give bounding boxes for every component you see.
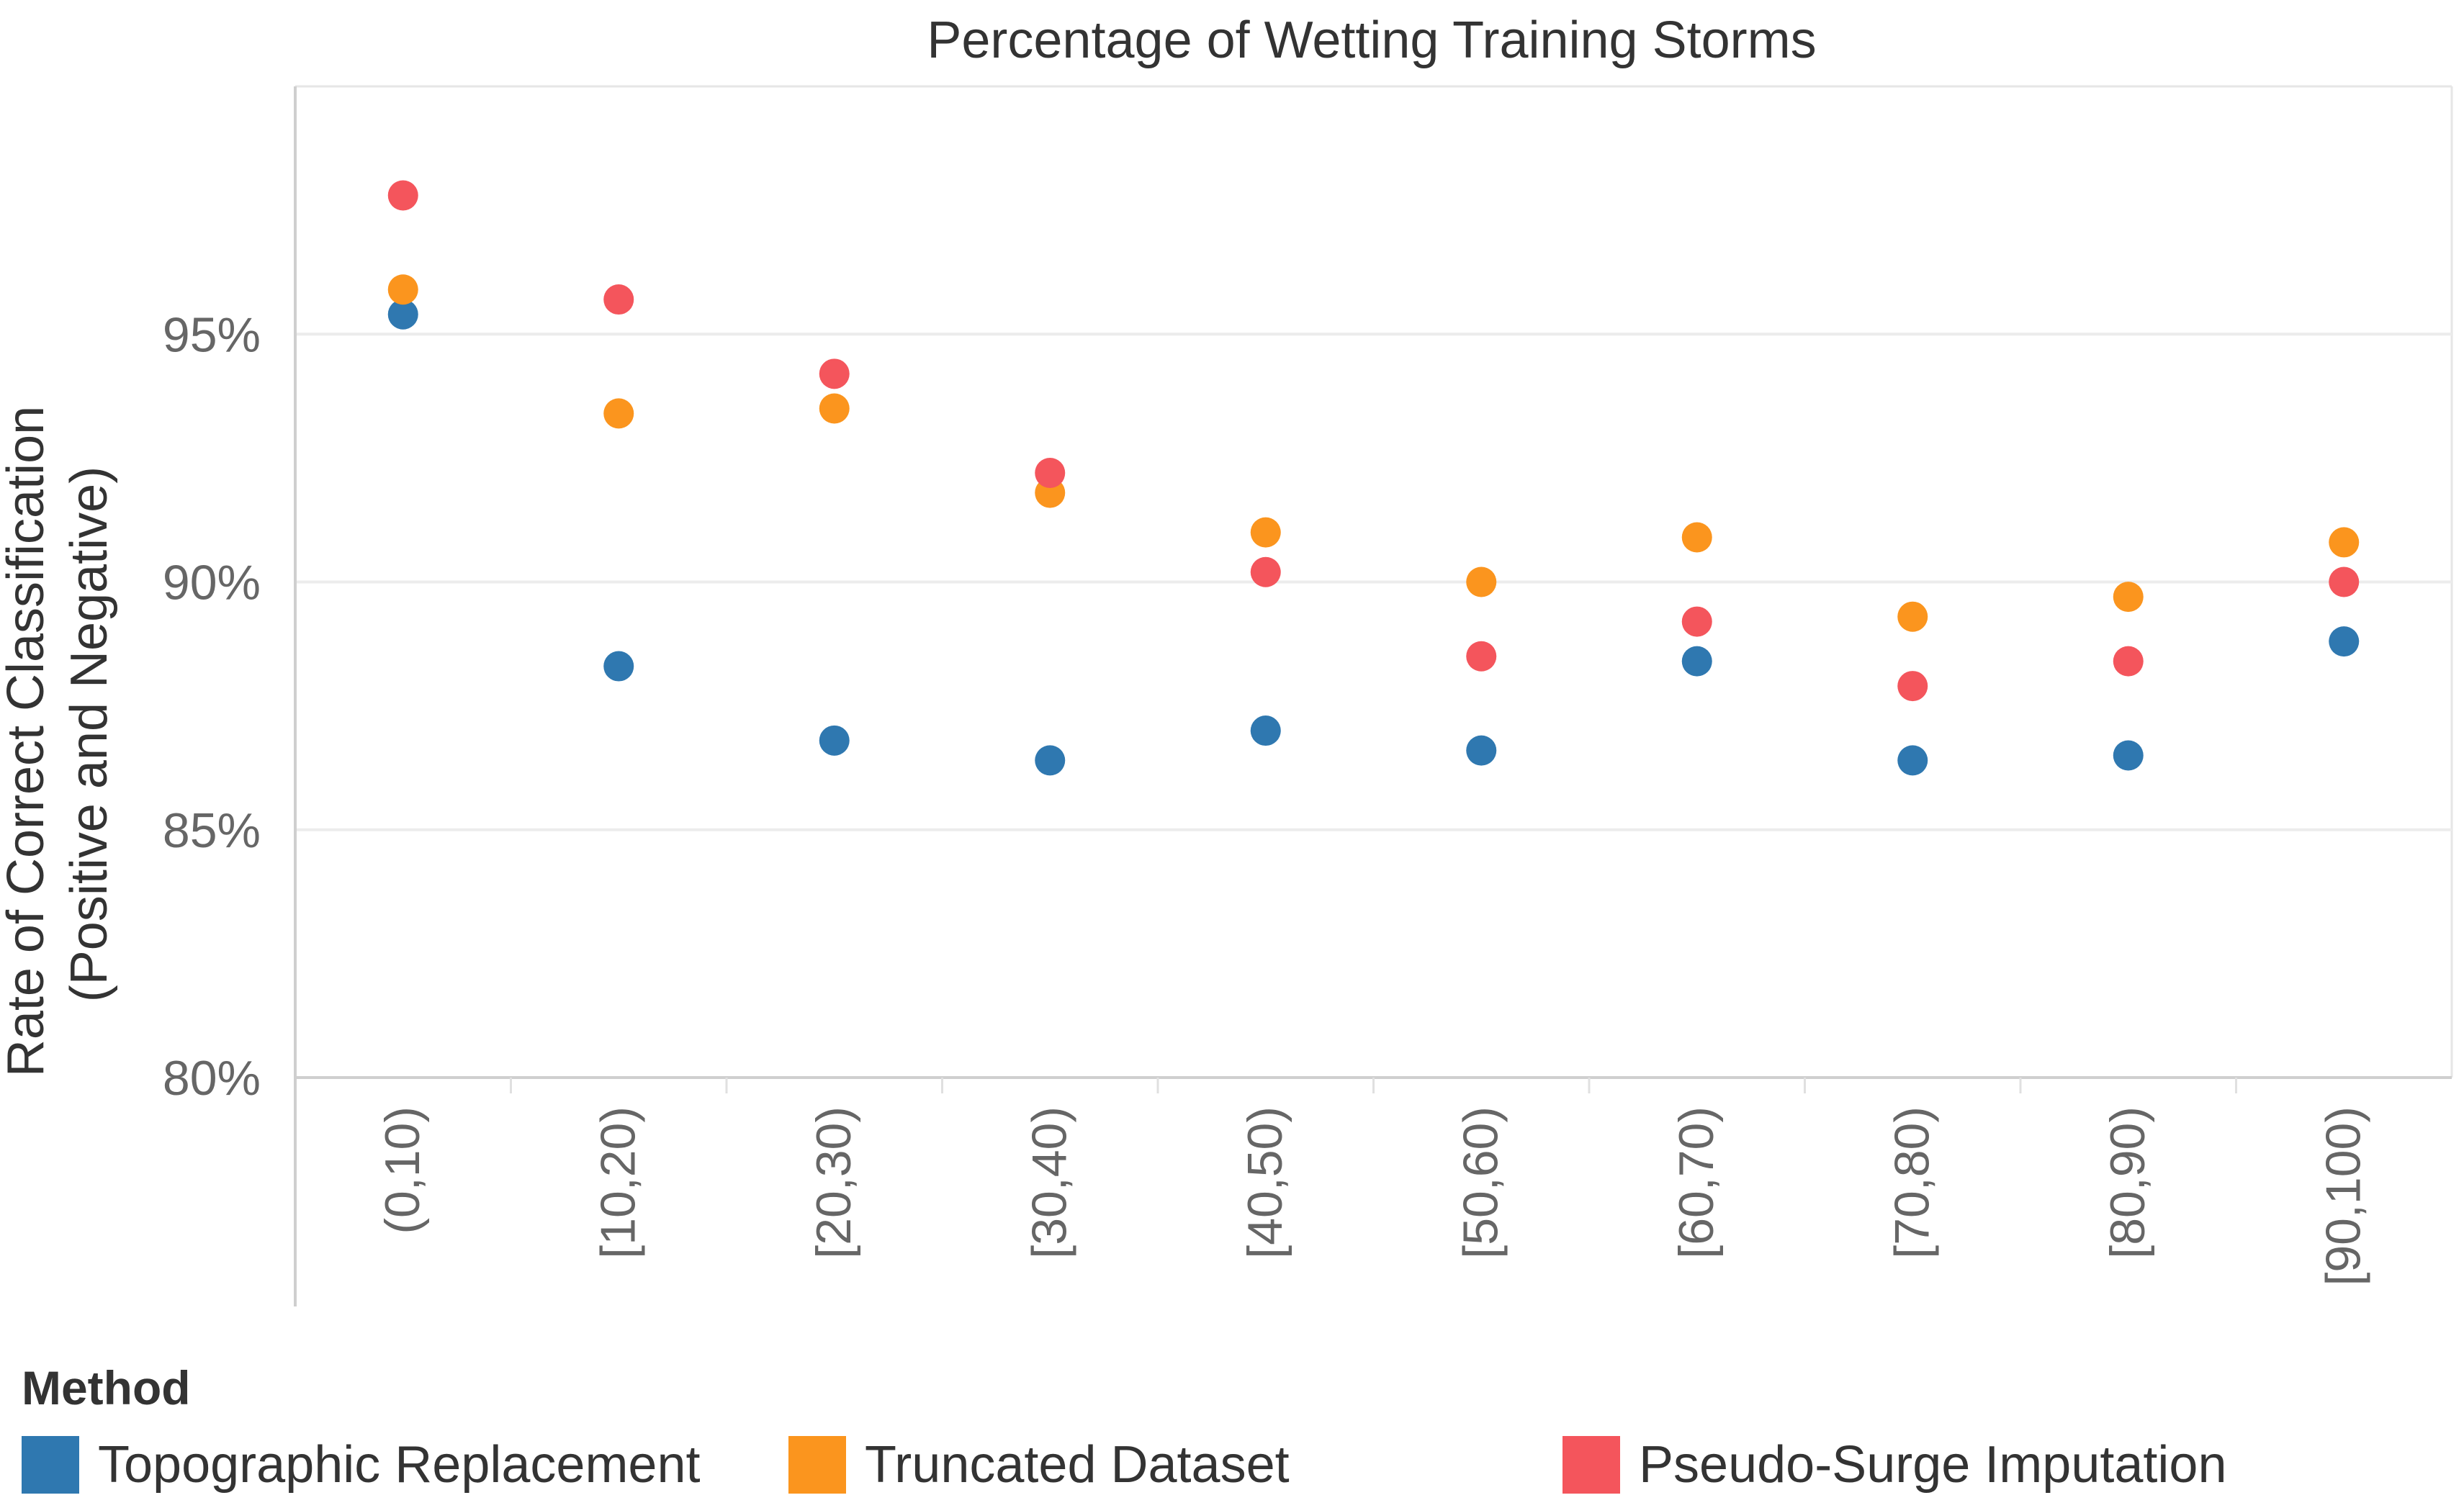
x-tick-label: [30,40) — [1022, 1106, 1076, 1259]
x-tick-label: [70,80) — [1884, 1106, 1939, 1259]
point-topographic-replacement-9 — [2329, 626, 2360, 657]
point-truncated-dataset-6 — [1681, 522, 1712, 553]
point-pseudo-surge-imputation-3 — [1035, 458, 1066, 489]
y-axis-label-line-1: Rate of Correct Classification — [0, 406, 55, 1077]
data-points — [387, 180, 2360, 776]
point-topographic-replacement-6 — [1681, 646, 1712, 677]
point-pseudo-surge-imputation-6 — [1681, 606, 1712, 637]
legend: Method Topographic Replacement Truncated… — [22, 1360, 2441, 1504]
point-pseudo-surge-imputation-2 — [819, 358, 850, 389]
point-pseudo-surge-imputation-1 — [603, 284, 634, 315]
x-tick-label: [50,60) — [1453, 1106, 1508, 1259]
y-tick-label: 85% — [163, 803, 261, 858]
legend-item-topographic-replacement: Topographic Replacement — [22, 1432, 701, 1497]
point-topographic-replacement-5 — [1466, 735, 1497, 766]
point-pseudo-surge-imputation-7 — [1897, 671, 1928, 702]
point-topographic-replacement-7 — [1897, 745, 1928, 776]
point-truncated-dataset-2 — [819, 393, 850, 424]
point-topographic-replacement-4 — [1250, 715, 1281, 746]
x-tick-label: [80,90) — [2100, 1106, 2155, 1259]
point-topographic-replacement-3 — [1035, 745, 1066, 776]
y-tick-labels: 80% 85% 90% 95% — [163, 307, 261, 1106]
axes — [294, 86, 2452, 1306]
point-topographic-replacement-1 — [603, 651, 634, 682]
legend-item-pseudo-surge-imputation: Pseudo-Surge Imputation — [1563, 1432, 2227, 1497]
legend-label: Topographic Replacement — [98, 1436, 701, 1494]
legend-title: Method — [22, 1361, 191, 1414]
point-pseudo-surge-imputation-5 — [1466, 641, 1497, 672]
y-tick-label: 95% — [163, 307, 261, 362]
grid-lines — [295, 85, 2453, 1078]
point-pseudo-surge-imputation-4 — [1250, 556, 1281, 587]
point-pseudo-surge-imputation-0 — [387, 180, 418, 211]
x-tick-label: [20,30) — [806, 1106, 861, 1259]
point-topographic-replacement-0 — [387, 299, 418, 330]
legend-item-truncated-dataset: Truncated Dataset — [788, 1432, 1290, 1497]
legend-swatch-topographic-replacement — [22, 1436, 79, 1494]
chart-title: Percentage of Wetting Training Storms — [927, 12, 1816, 69]
x-tick-label: (0,10) — [375, 1106, 430, 1234]
point-truncated-dataset-0 — [387, 274, 418, 305]
legend-label: Truncated Dataset — [865, 1436, 1290, 1494]
point-truncated-dataset-5 — [1466, 566, 1497, 597]
x-tick-label: [90,100) — [2316, 1106, 2370, 1286]
x-tick-labels: (0,10) [10,20) [20,30) [30,40) [40,50) [50,60… — [375, 1106, 2371, 1286]
y-tick-label: 80% — [163, 1051, 261, 1106]
point-topographic-replacement-8 — [2113, 740, 2144, 771]
legend-label: Pseudo-Surge Imputation — [1639, 1436, 2227, 1494]
x-tick-label: [10,20) — [590, 1106, 645, 1259]
point-pseudo-surge-imputation-8 — [2113, 646, 2144, 677]
scatter-chart: Percentage of Wetting Training Storms Ra… — [0, 12, 2453, 1306]
y-axis-label-line-2: (Positive and Negative) — [60, 466, 118, 1002]
x-tick-label: [60,70) — [1669, 1106, 1724, 1259]
x-tick-label: [40,50) — [1238, 1106, 1292, 1259]
point-topographic-replacement-2 — [819, 725, 850, 756]
point-pseudo-surge-imputation-9 — [2329, 566, 2360, 597]
point-truncated-dataset-4 — [1250, 517, 1281, 548]
point-truncated-dataset-7 — [1897, 601, 1928, 632]
point-truncated-dataset-9 — [2329, 527, 2360, 558]
point-truncated-dataset-1 — [603, 398, 634, 429]
point-truncated-dataset-8 — [2113, 582, 2144, 613]
legend-swatch-pseudo-surge-imputation — [1563, 1436, 1620, 1494]
y-axis-label: Rate of Correct Classification (Positive… — [0, 392, 118, 1077]
legend-swatch-truncated-dataset — [788, 1436, 846, 1494]
y-tick-label: 90% — [163, 556, 261, 610]
